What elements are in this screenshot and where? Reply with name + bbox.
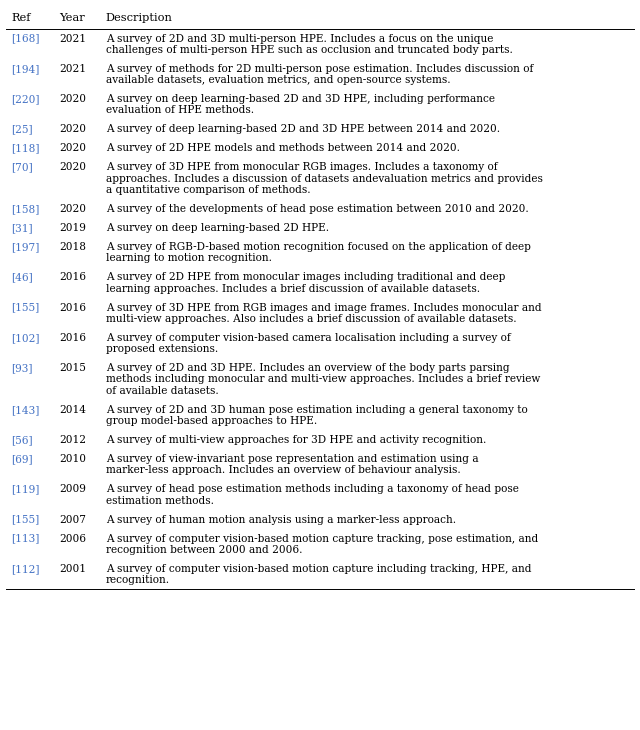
Text: 2019: 2019	[59, 223, 86, 233]
Text: [158]: [158]	[12, 204, 40, 214]
Text: Year: Year	[59, 13, 84, 23]
Text: 2012: 2012	[59, 435, 86, 445]
Text: [143]: [143]	[12, 404, 40, 415]
Text: 2007: 2007	[59, 515, 86, 525]
Text: A survey of computer vision-based motion capture tracking, pose estimation, and: A survey of computer vision-based motion…	[106, 534, 538, 544]
Text: A survey of computer vision-based motion capture including tracking, HPE, and: A survey of computer vision-based motion…	[106, 564, 531, 574]
Text: available datasets, evaluation metrics, and open-source systems.: available datasets, evaluation metrics, …	[106, 75, 450, 85]
Text: A survey of human motion analysis using a marker-less approach.: A survey of human motion analysis using …	[106, 515, 456, 525]
Text: estimation methods.: estimation methods.	[106, 496, 214, 506]
Text: A survey of 3D HPE from monocular RGB images. Includes a taxonomy of: A survey of 3D HPE from monocular RGB im…	[106, 163, 497, 172]
Text: A survey of deep learning-based 2D and 3D HPE between 2014 and 2020.: A survey of deep learning-based 2D and 3…	[106, 124, 500, 134]
Text: 2020: 2020	[59, 163, 86, 172]
Text: 2016: 2016	[59, 272, 86, 283]
Text: Description: Description	[106, 13, 172, 23]
Text: A survey of multi-view approaches for 3D HPE and activity recognition.: A survey of multi-view approaches for 3D…	[106, 435, 486, 445]
Text: 2020: 2020	[59, 143, 86, 153]
Text: [93]: [93]	[12, 364, 33, 373]
Text: 2016: 2016	[59, 333, 86, 343]
Text: [25]: [25]	[12, 124, 33, 134]
Text: A survey of 2D and 3D human pose estimation including a general taxonomy to: A survey of 2D and 3D human pose estimat…	[106, 404, 527, 415]
Text: 2020: 2020	[59, 94, 86, 104]
Text: [69]: [69]	[12, 454, 33, 464]
Text: A survey of 3D HPE from RGB images and image frames. Includes monocular and: A survey of 3D HPE from RGB images and i…	[106, 303, 541, 312]
Text: A survey of view-invariant pose representation and estimation using a: A survey of view-invariant pose represen…	[106, 454, 478, 464]
Text: 2010: 2010	[59, 454, 86, 464]
Text: [46]: [46]	[12, 272, 33, 283]
Text: [155]: [155]	[12, 515, 40, 525]
Text: A survey of computer vision-based camera localisation including a survey of: A survey of computer vision-based camera…	[106, 333, 510, 343]
Text: 2014: 2014	[59, 404, 86, 415]
Text: 2021: 2021	[59, 64, 86, 74]
Text: A survey of 2D HPE models and methods between 2014 and 2020.: A survey of 2D HPE models and methods be…	[106, 143, 460, 153]
Text: [118]: [118]	[12, 143, 40, 153]
Text: [113]: [113]	[12, 534, 40, 544]
Text: of available datasets.: of available datasets.	[106, 386, 218, 396]
Text: A survey of 2D HPE from monocular images including traditional and deep: A survey of 2D HPE from monocular images…	[106, 272, 505, 283]
Text: learning approaches. Includes a brief discussion of available datasets.: learning approaches. Includes a brief di…	[106, 284, 480, 293]
Text: A survey of 2D and 3D HPE. Includes an overview of the body parts parsing: A survey of 2D and 3D HPE. Includes an o…	[106, 364, 509, 373]
Text: 2006: 2006	[59, 534, 86, 544]
Text: learning to motion recognition.: learning to motion recognition.	[106, 253, 271, 264]
Text: A survey of 2D and 3D multi-person HPE. Includes a focus on the unique: A survey of 2D and 3D multi-person HPE. …	[106, 34, 493, 44]
Text: A survey of head pose estimation methods including a taxonomy of head pose: A survey of head pose estimation methods…	[106, 485, 518, 494]
Text: [119]: [119]	[12, 485, 40, 494]
Text: 2020: 2020	[59, 124, 86, 134]
Text: multi-view approaches. Also includes a brief discussion of available datasets.: multi-view approaches. Also includes a b…	[106, 314, 516, 324]
Text: marker-less approach. Includes an overview of behaviour analysis.: marker-less approach. Includes an overvi…	[106, 466, 460, 475]
Text: 2015: 2015	[59, 364, 86, 373]
Text: a quantitative comparison of methods.: a quantitative comparison of methods.	[106, 185, 310, 195]
Text: methods including monocular and multi-view approaches. Includes a brief review: methods including monocular and multi-vi…	[106, 374, 540, 385]
Text: 2018: 2018	[59, 242, 86, 252]
Text: 2001: 2001	[59, 564, 86, 574]
Text: recognition between 2000 and 2006.: recognition between 2000 and 2006.	[106, 545, 302, 555]
Text: [102]: [102]	[12, 333, 40, 343]
Text: 2009: 2009	[59, 485, 86, 494]
Text: challenges of multi-person HPE such as occlusion and truncated body parts.: challenges of multi-person HPE such as o…	[106, 45, 513, 55]
Text: [220]: [220]	[12, 94, 40, 104]
Text: A survey on deep learning-based 2D and 3D HPE, including performance: A survey on deep learning-based 2D and 3…	[106, 94, 495, 104]
Text: A survey of the developments of head pose estimation between 2010 and 2020.: A survey of the developments of head pos…	[106, 204, 529, 214]
Text: [56]: [56]	[12, 435, 33, 445]
Text: evaluation of HPE methods.: evaluation of HPE methods.	[106, 105, 253, 115]
Text: 2020: 2020	[59, 204, 86, 214]
Text: 2016: 2016	[59, 303, 86, 312]
Text: proposed extensions.: proposed extensions.	[106, 345, 218, 354]
Text: [155]: [155]	[12, 303, 40, 312]
Text: approaches. Includes a discussion of datasets andevaluation metrics and provides: approaches. Includes a discussion of dat…	[106, 174, 543, 184]
Text: [70]: [70]	[12, 163, 33, 172]
Text: [194]: [194]	[12, 64, 40, 74]
Text: A survey of methods for 2D multi-person pose estimation. Includes discussion of: A survey of methods for 2D multi-person …	[106, 64, 533, 74]
Text: [31]: [31]	[12, 223, 33, 233]
Text: group model-based approaches to HPE.: group model-based approaches to HPE.	[106, 416, 317, 426]
Text: A survey on deep learning-based 2D HPE.: A survey on deep learning-based 2D HPE.	[106, 223, 329, 233]
Text: [197]: [197]	[12, 242, 40, 252]
Text: [112]: [112]	[12, 564, 40, 574]
Text: [168]: [168]	[12, 34, 40, 44]
Text: A survey of RGB-D-based motion recognition focused on the application of deep: A survey of RGB-D-based motion recogniti…	[106, 242, 531, 252]
Text: recognition.: recognition.	[106, 575, 170, 585]
Text: 2021: 2021	[59, 34, 86, 44]
Text: Ref: Ref	[12, 13, 31, 23]
